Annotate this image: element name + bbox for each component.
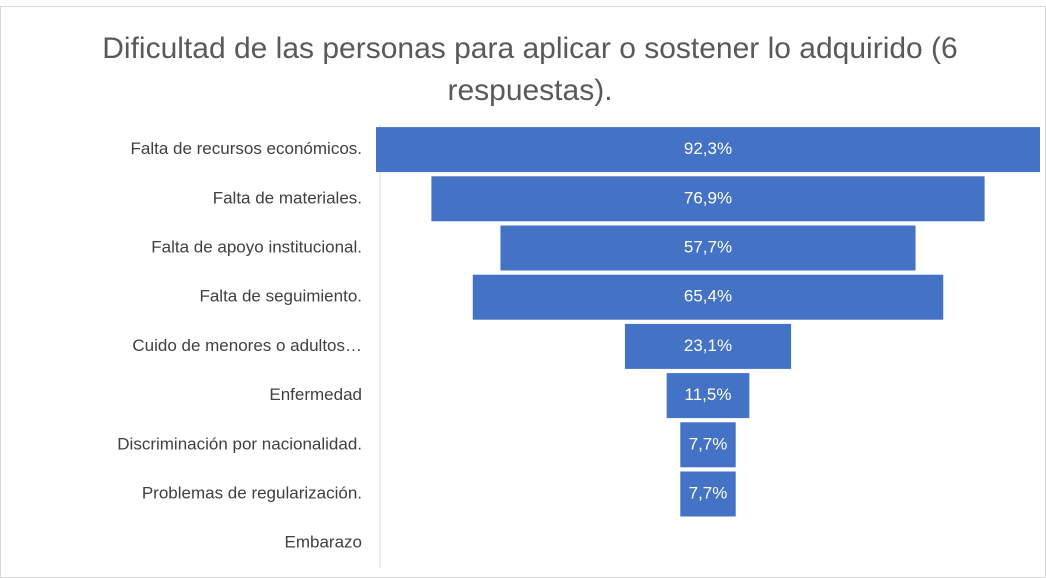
chart-title: Dificultad de las personas para aplicar … xyxy=(102,32,958,107)
category-label: Embarazo xyxy=(285,533,362,552)
value-label: 11,5% xyxy=(685,385,732,404)
value-label: 23,1% xyxy=(684,336,732,355)
funnel-bar xyxy=(624,323,792,369)
category-label: Falta de apoyo institucional. xyxy=(151,237,362,256)
value-label: 7,7% xyxy=(689,483,728,502)
category-label: Falta de materiales. xyxy=(213,188,362,207)
funnel-bar xyxy=(680,422,736,468)
funnel-bar xyxy=(680,471,736,517)
category-label: Cuido de menores o adultos… xyxy=(132,336,362,355)
value-label: 7,7% xyxy=(689,434,728,453)
category-label: Problemas de regularización. xyxy=(142,483,362,502)
funnel-bar xyxy=(666,373,750,419)
category-label: Falta de seguimiento. xyxy=(199,287,362,306)
value-label: 76,9% xyxy=(684,188,732,207)
category-label: Discriminación por nacionalidad. xyxy=(117,434,362,453)
funnel-bar xyxy=(472,274,944,320)
funnel-bar xyxy=(431,176,985,222)
value-label: 57,7% xyxy=(684,237,732,256)
funnel-bar xyxy=(500,225,916,271)
category-label: Enfermedad xyxy=(269,385,362,404)
funnel-bar xyxy=(376,127,1040,173)
value-label: 65,4% xyxy=(684,287,732,306)
category-label: Falta de recursos económicos. xyxy=(131,139,363,158)
value-label: 92,3% xyxy=(684,139,732,158)
